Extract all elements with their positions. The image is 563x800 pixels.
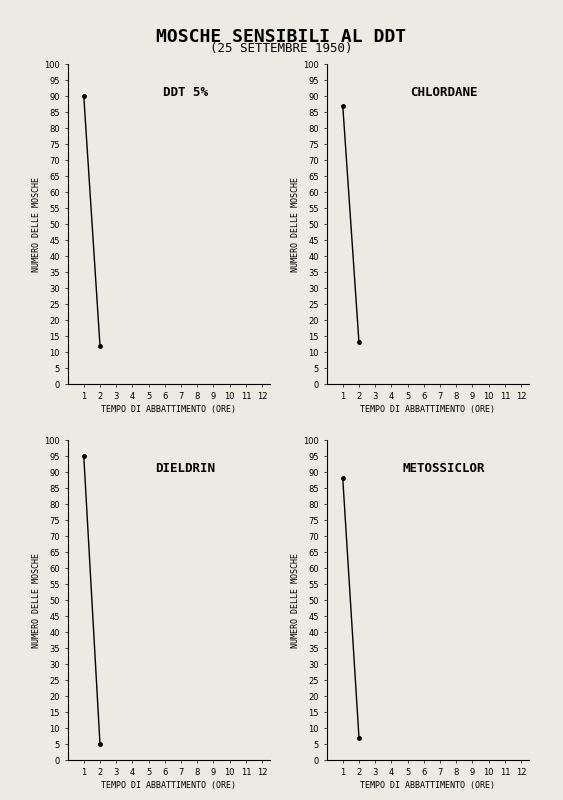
Text: MOSCHE SENSIBILI AL DDT: MOSCHE SENSIBILI AL DDT <box>157 28 406 46</box>
Text: (25 SETTEMBRE 1950): (25 SETTEMBRE 1950) <box>210 42 353 54</box>
Text: METOSSICLOR: METOSSICLOR <box>403 462 485 475</box>
X-axis label: TEMPO DI ABBATTIMENTO (ORE): TEMPO DI ABBATTIMENTO (ORE) <box>101 781 236 790</box>
Text: DDT 5%: DDT 5% <box>163 86 208 99</box>
X-axis label: TEMPO DI ABBATTIMENTO (ORE): TEMPO DI ABBATTIMENTO (ORE) <box>360 781 495 790</box>
Text: DIELDRIN: DIELDRIN <box>155 462 215 475</box>
Y-axis label: NUMERO DELLE MOSCHE: NUMERO DELLE MOSCHE <box>292 177 301 271</box>
Y-axis label: NUMERO DELLE MOSCHE: NUMERO DELLE MOSCHE <box>33 177 42 271</box>
Text: CHLORDANE: CHLORDANE <box>410 86 478 99</box>
Y-axis label: NUMERO DELLE MOSCHE: NUMERO DELLE MOSCHE <box>33 553 42 647</box>
X-axis label: TEMPO DI ABBATTIMENTO (ORE): TEMPO DI ABBATTIMENTO (ORE) <box>101 405 236 414</box>
Y-axis label: NUMERO DELLE MOSCHE: NUMERO DELLE MOSCHE <box>292 553 301 647</box>
X-axis label: TEMPO DI ABBATTIMENTO (ORE): TEMPO DI ABBATTIMENTO (ORE) <box>360 405 495 414</box>
